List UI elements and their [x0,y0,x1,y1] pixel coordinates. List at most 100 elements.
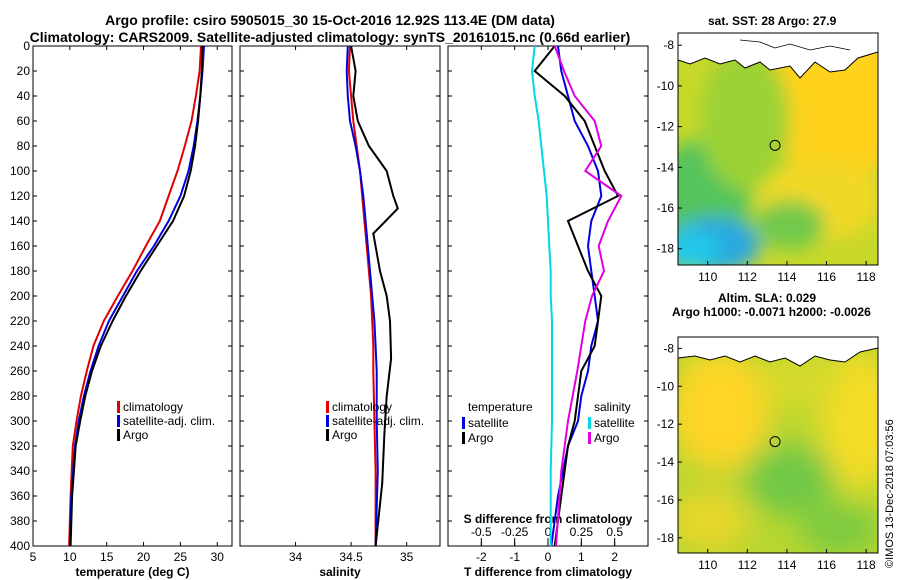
legend-swatch [117,401,120,413]
ytick-label: 320 [10,439,30,453]
legend-title-temperature: temperature [468,400,533,414]
map-xtick-label: 110 [698,558,717,572]
map-ytick-label: -12 [657,417,675,431]
map-xtick-label: 118 [857,558,876,572]
xtick-label: 20 [137,550,151,564]
x-axis-label-temperature: temperature (deg C) [75,565,189,579]
sla-map-title-line2: Argo h1000: -0.0071 h2000: -0.0026 [672,305,871,319]
argo-position-marker [769,436,781,448]
ytick-label: 280 [10,389,30,403]
series-line-temperature-2 [69,45,204,547]
legend-swatch-s-satellite [588,417,591,429]
map-xtick-label: 116 [817,270,836,284]
ytick-label: 340 [10,464,30,478]
map-ytick-label: -16 [657,201,675,215]
xtick-label: 0 [545,550,552,564]
map-xtick-label: 116 [817,558,836,572]
legend-label-t-satellite: satellite [468,416,509,430]
plot-salinity: 34 34.5 35 salinity climatologysatellite-adj… [239,45,441,579]
plot-differences: -2 -1 0 1 2 -0.5 -0.25 0 0.25 0.5S difference fro… [447,45,649,579]
series-line-temperature-0 [68,45,202,547]
xtick-label: 1 [578,550,585,564]
map-axes-1: 110 112 114 116 118 -8 -10 -12 -14 -16 -18 [657,341,876,572]
map-ytick-label: -14 [657,455,675,469]
series-line-differences-3 [553,45,623,547]
map-ytick-label: -10 [657,379,675,393]
legend-label: Argo [332,428,358,442]
plot-frame-temperature [32,45,233,547]
ytick-label: 360 [10,489,30,503]
map-xtick-label: 114 [777,270,796,284]
xtick-label: 34.5 [339,550,363,564]
x-axis-top-label: S difference from climatology [464,512,633,526]
map-ytick-label: -10 [657,79,675,93]
legend-swatch-t-satellite [462,417,465,429]
ytick-label: 240 [10,339,30,353]
ytick-label: 100 [10,164,30,178]
legend-swatch [117,429,120,441]
ytick-label: 40 [17,89,31,103]
argo-position-marker [769,139,781,151]
ytick-label: 260 [10,364,30,378]
map-xtick-label: 112 [738,270,757,284]
legend-label: Argo [123,428,149,442]
ytick-label: 300 [10,414,30,428]
ytick-label: 140 [10,214,30,228]
xtick-top-label: 0.25 [570,525,594,539]
credit-text: ©IMOS 13-Dec-2018 07:03:56 [884,419,896,568]
legend-title-salinity: salinity [594,400,631,414]
map-ytick-label: -18 [657,242,675,256]
legend-label: satellite-adj. clim. [123,414,215,428]
legend-swatch [326,401,329,413]
map-ytick-label: -12 [657,120,675,134]
chart-title-line1: Argo profile: csiro 5905015_30 15-Oct-20… [105,12,555,28]
xtick-label: 35 [400,550,414,564]
map-ytick-label: -16 [657,493,675,507]
xtick-label: 2 [611,550,618,564]
xtick-top-label: -0.5 [471,525,492,539]
legend-label-s-satellite: satellite [594,416,635,430]
series-line-salinity-2 [350,45,399,547]
ytick-label: 220 [10,314,30,328]
map-axes-0: 110 112 114 116 118 -8 -10 -12 -14 -16 -18 [657,38,876,284]
sla-map [677,336,879,554]
xtick-label: 15 [100,550,114,564]
xtick-top-label: 0.5 [606,525,623,539]
series-line-differences-1 [533,45,620,547]
map-ytick-label: -8 [663,341,674,355]
map-xtick-label: 118 [857,270,876,284]
ytick-label: 200 [10,289,30,303]
chart-title-line2: Climatology: CARS2009. Satellite-adjuste… [29,29,631,45]
ytick-label: 160 [10,239,30,253]
x-axis-label-salinity: salinity [319,565,361,579]
plot-temperature: 0 20 40 60 80 100 120 140 160 180 200 220 240 260 280 3… [10,39,233,579]
xtick-label: -2 [476,550,487,564]
sla-map-title-line1: Altim. SLA: 0.029 [718,291,817,305]
xtick-label: 5 [30,550,37,564]
map-ytick-label: -8 [663,38,674,52]
ytick-label: 400 [10,539,30,553]
ytick-label: 20 [17,64,31,78]
legend-label-t-argo: Argo [468,431,494,445]
legend-swatch [326,415,329,427]
series-line-differences-0 [550,45,603,547]
sst-map [677,32,879,266]
xtick-label: 30 [211,550,225,564]
xtick-top-label: 0 [545,525,552,539]
xtick-top-label: -0.25 [501,525,529,539]
series-line-differences-2 [530,45,553,546]
legend-label: climatology [332,400,392,414]
plot-frame-differences [447,45,649,547]
series-line-temperature-1 [68,45,205,547]
ytick-label: 380 [10,514,30,528]
ytick-label: 0 [23,39,30,53]
legend-swatch-s-argo [588,432,591,444]
xtick-label: 10 [63,550,77,564]
series-line-salinity-0 [347,45,377,546]
map-ytick-label: -18 [657,531,675,545]
legend-swatch [117,415,120,427]
ytick-label: 180 [10,264,30,278]
plot-frame-salinity [239,45,441,547]
series-line-salinity-1 [345,45,379,547]
